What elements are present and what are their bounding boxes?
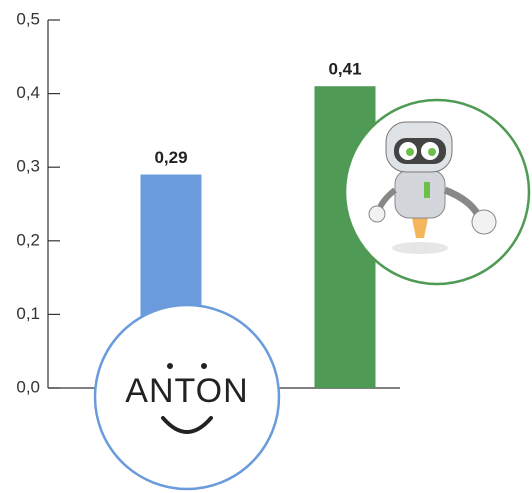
logo-dot bbox=[201, 363, 207, 369]
y-tick-label: 0,2 bbox=[16, 230, 40, 249]
robot-pupil bbox=[406, 148, 414, 156]
shadow bbox=[392, 242, 448, 254]
robot-badge bbox=[345, 100, 529, 284]
chart: 0,0 0,1 0,2 0,3 0,4 0,5 0,29 0,41 ANTON bbox=[0, 0, 532, 493]
logo-text: ANTON bbox=[125, 372, 248, 410]
value-label: 0,41 bbox=[328, 60, 361, 79]
value-label: 0,29 bbox=[154, 148, 187, 167]
robot-hand bbox=[472, 210, 496, 234]
robot-light bbox=[424, 182, 430, 198]
y-tick-label: 0,0 bbox=[16, 377, 40, 396]
robot-hand bbox=[369, 206, 385, 222]
y-tick-label: 0,4 bbox=[16, 83, 40, 102]
robot-pupil bbox=[428, 148, 436, 156]
y-tick-label: 0,1 bbox=[16, 304, 40, 323]
logo-dot bbox=[167, 363, 173, 369]
y-tick-label: 0,5 bbox=[16, 9, 40, 28]
anton-badge: ANTON bbox=[95, 305, 279, 489]
robot-body bbox=[395, 170, 445, 218]
y-tick-label: 0,3 bbox=[16, 157, 40, 176]
